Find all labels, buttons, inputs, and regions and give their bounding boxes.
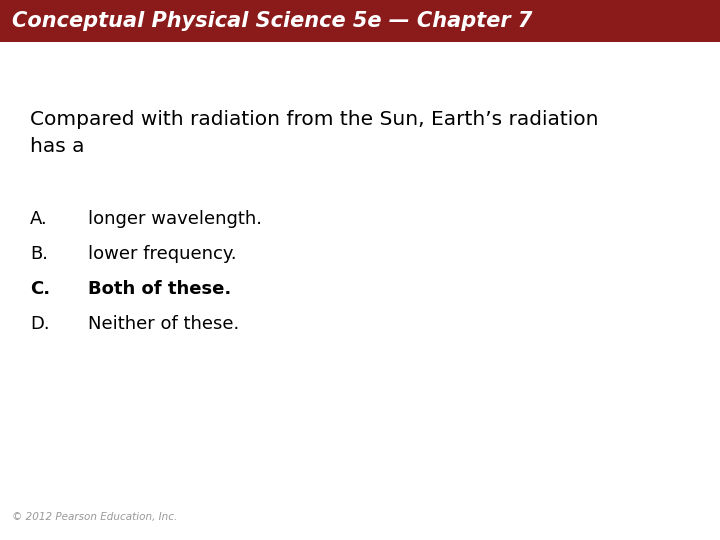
Text: Compared with radiation from the Sun, Earth’s radiation
has a: Compared with radiation from the Sun, Ea… xyxy=(30,110,598,156)
Text: longer wavelength.: longer wavelength. xyxy=(88,210,262,228)
Text: © 2012 Pearson Education, Inc.: © 2012 Pearson Education, Inc. xyxy=(12,512,177,522)
Text: B.: B. xyxy=(30,245,48,263)
Text: D.: D. xyxy=(30,315,50,333)
Text: Conceptual Physical Science 5e — Chapter 7: Conceptual Physical Science 5e — Chapter… xyxy=(12,11,532,31)
Text: C.: C. xyxy=(30,280,50,298)
Text: Neither of these.: Neither of these. xyxy=(88,315,239,333)
Text: Both of these.: Both of these. xyxy=(88,280,231,298)
Text: A.: A. xyxy=(30,210,48,228)
Bar xyxy=(0,0,720,42)
Text: lower frequency.: lower frequency. xyxy=(88,245,237,263)
